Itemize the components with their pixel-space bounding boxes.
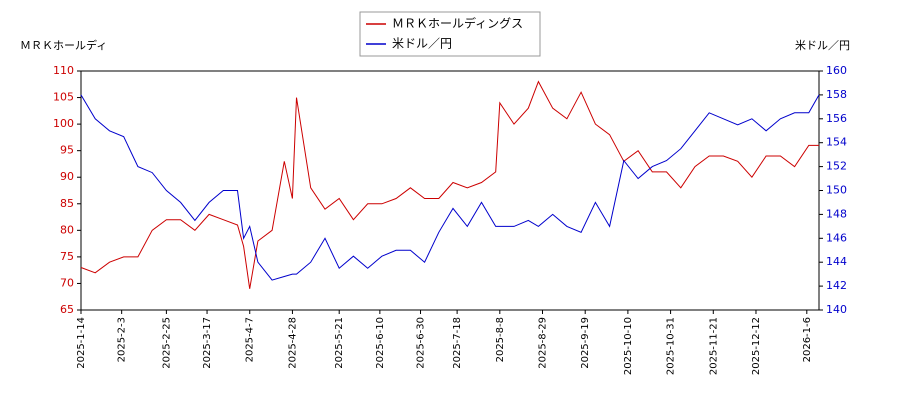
y-tick-label: 105 (53, 91, 74, 104)
y-tick-label: 90 (60, 170, 74, 183)
x-tick-label: 2025-2-25 (161, 317, 172, 369)
y-tick-label: 85 (60, 197, 74, 210)
y2-tick-label: 160 (826, 64, 847, 77)
y-tick-label: 65 (60, 303, 74, 316)
x-tick-label: 2025-10-31 (666, 317, 677, 375)
x-tick-label: 2025-8-8 (495, 317, 506, 362)
x-tick-label: 2025-2-3 (117, 317, 128, 362)
y2-tick-label: 158 (826, 88, 847, 101)
y-tick-label: 80 (60, 223, 74, 236)
y2-tick-label: 156 (826, 112, 847, 125)
x-tick-label: 2025-3-17 (202, 317, 213, 369)
x-tick-label: 2025-4-28 (287, 317, 298, 369)
series-line (80, 80, 819, 289)
y2-axis-title: 米ドル／円 (795, 39, 850, 52)
x-tick-label: 2025-12-12 (751, 317, 762, 375)
y2-tick-label: 148 (826, 207, 847, 220)
plot-frame (80, 70, 820, 311)
y-tick-label: 95 (60, 144, 74, 157)
series-line (80, 94, 820, 281)
x-tick-label: 2025-8-29 (538, 317, 549, 369)
x-tick-label: 2025-6-30 (416, 317, 427, 369)
y2-tick-label: 146 (826, 231, 847, 244)
y-tick-label: 110 (53, 64, 74, 77)
legend-label: 米ドル／円 (392, 37, 452, 51)
y2-tick-label: 154 (826, 136, 847, 149)
legend-label: ＭＲＫホールディングス (392, 16, 523, 31)
x-tick-label: 2025-5-21 (334, 317, 345, 369)
y-tick-label: 75 (60, 250, 74, 263)
y2-tick-label: 144 (826, 255, 847, 268)
x-tick-label: 2025-6-10 (375, 317, 386, 369)
y2-tick-label: 150 (826, 184, 847, 197)
x-tick-label: 2025-11-21 (708, 317, 719, 375)
y-tick-label: 70 (60, 276, 74, 289)
x-tick-label: 2025-9-19 (580, 317, 591, 369)
x-tick-label: 2026-1-6 (802, 317, 813, 362)
y-axis-title: ＭＲＫホールディ (20, 38, 107, 52)
x-tick-label: 2025-1-14 (76, 317, 87, 369)
x-tick-label: 2025-7-18 (452, 317, 463, 369)
y2-tick-label: 142 (826, 279, 847, 292)
x-tick-label: 2025-10-10 (623, 317, 634, 375)
y2-tick-label: 152 (826, 160, 847, 173)
y-tick-label: 100 (53, 117, 74, 130)
y2-tick-label: 140 (826, 303, 847, 316)
legend-box (359, 11, 541, 57)
x-tick-label: 2025-4-7 (245, 317, 256, 362)
